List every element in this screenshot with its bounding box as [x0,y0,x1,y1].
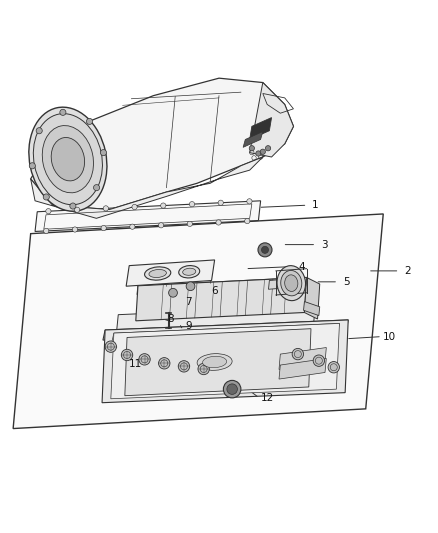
Circle shape [186,282,195,290]
Polygon shape [279,359,326,379]
Circle shape [132,204,137,209]
Text: 12: 12 [261,393,274,403]
Circle shape [265,146,271,151]
Circle shape [328,361,339,373]
Text: 2: 2 [404,266,411,276]
Polygon shape [250,83,293,157]
Circle shape [218,200,223,205]
Circle shape [189,201,194,207]
Circle shape [247,199,252,204]
Circle shape [100,150,106,156]
Circle shape [161,203,166,208]
Circle shape [159,358,170,369]
Circle shape [292,349,304,360]
Circle shape [105,341,117,352]
Circle shape [74,207,80,213]
Polygon shape [279,348,326,369]
Circle shape [70,203,76,209]
Circle shape [260,149,265,155]
Text: 9: 9 [185,321,192,330]
Polygon shape [103,320,348,340]
Polygon shape [31,78,293,209]
Ellipse shape [197,353,232,370]
Ellipse shape [203,356,226,368]
Circle shape [216,220,221,225]
Polygon shape [35,201,261,231]
Text: 8: 8 [167,314,174,324]
Text: 10: 10 [383,332,396,342]
Ellipse shape [42,126,94,193]
Ellipse shape [183,268,196,275]
Circle shape [43,194,49,200]
Circle shape [159,223,164,228]
Circle shape [93,184,99,191]
Polygon shape [250,118,272,140]
Circle shape [256,151,261,156]
Ellipse shape [285,275,298,292]
Circle shape [187,221,192,227]
Text: 6: 6 [211,286,218,296]
Circle shape [313,355,325,366]
Text: 1: 1 [312,200,319,210]
Circle shape [72,227,78,232]
Polygon shape [243,132,263,147]
Circle shape [103,206,109,211]
Polygon shape [126,260,215,286]
Circle shape [249,146,254,151]
Ellipse shape [277,265,306,301]
Polygon shape [304,302,320,316]
Ellipse shape [51,138,85,181]
Polygon shape [13,214,383,429]
Polygon shape [116,306,315,336]
Circle shape [178,361,190,372]
Polygon shape [268,278,307,289]
Circle shape [36,128,42,134]
Polygon shape [137,278,307,295]
Polygon shape [102,320,348,403]
Ellipse shape [29,107,107,211]
Text: 4: 4 [299,262,306,271]
Ellipse shape [281,270,302,296]
Polygon shape [304,278,320,319]
Circle shape [86,118,92,125]
Circle shape [60,109,66,116]
Circle shape [44,228,49,233]
Circle shape [261,246,268,253]
Circle shape [223,381,241,398]
Polygon shape [31,157,263,219]
Circle shape [227,384,237,394]
Text: 5: 5 [343,277,350,287]
Circle shape [121,349,133,361]
Circle shape [101,225,106,231]
Polygon shape [111,324,339,399]
Circle shape [198,364,209,375]
Ellipse shape [145,267,171,280]
Text: 7: 7 [185,296,192,306]
Circle shape [244,219,250,224]
Polygon shape [136,278,307,321]
Circle shape [169,288,177,297]
Circle shape [130,224,135,229]
Ellipse shape [179,265,200,278]
Circle shape [258,243,272,257]
Circle shape [29,163,35,169]
Circle shape [46,208,51,214]
Text: 11: 11 [129,359,142,369]
Circle shape [139,354,150,365]
Text: 3: 3 [321,240,328,249]
Ellipse shape [149,270,166,278]
Polygon shape [125,329,311,395]
Ellipse shape [33,114,102,205]
